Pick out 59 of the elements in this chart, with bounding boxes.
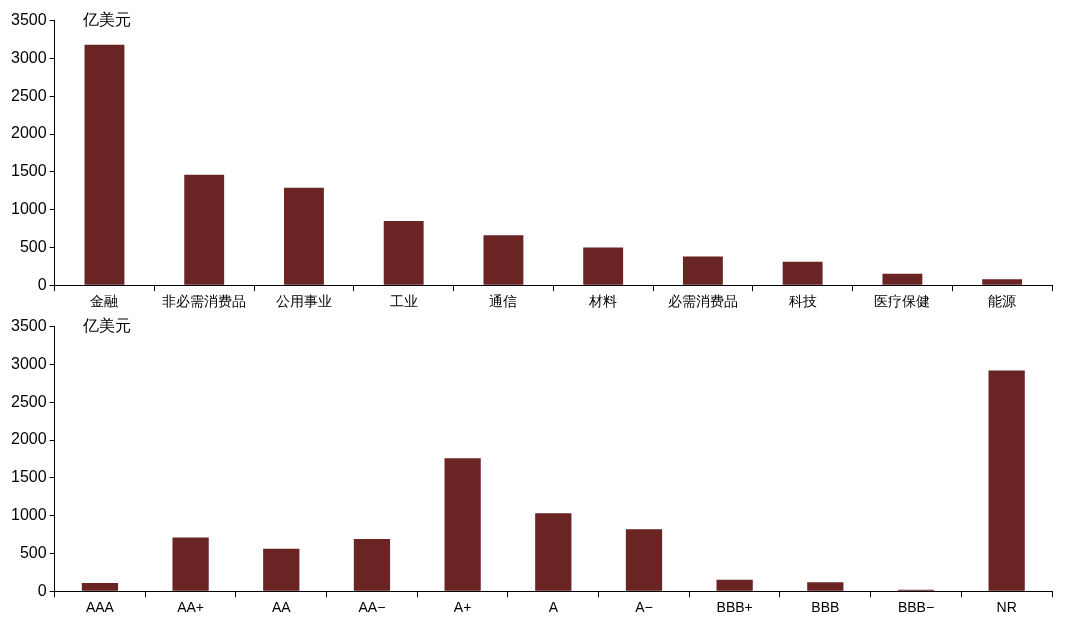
bar [483, 235, 524, 285]
bar [682, 256, 723, 285]
bar [988, 370, 1025, 591]
x-tick-label: 通信 [489, 293, 518, 310]
x-tick-label: 非必需消费品 [162, 293, 247, 310]
x-tick-label: AA [271, 599, 292, 616]
x-tick-label: 科技 [788, 293, 817, 310]
y-tick-label: 2500 [11, 86, 47, 104]
x-tick-label: 医疗保健 [874, 293, 931, 310]
x-tick-label: A+ [453, 599, 472, 616]
y-tick-label: 2500 [11, 392, 47, 410]
y-tick-label: 1500 [11, 468, 47, 486]
x-tick-label: 金融 [90, 293, 119, 310]
bar [184, 174, 225, 285]
bar [353, 539, 391, 591]
x-tick-label: 能源 [988, 293, 1017, 310]
x-tick-label: AA− [358, 599, 386, 616]
y-tick-label: 500 [19, 543, 47, 561]
x-tick-label: BBB+ [716, 599, 753, 616]
bar [383, 220, 424, 285]
x-tick-label: A− [635, 599, 653, 616]
bar [583, 247, 624, 285]
y-axis-title: 亿美元 [81, 11, 131, 29]
bar [716, 579, 753, 591]
x-tick-label: 公用事业 [275, 293, 332, 310]
bar [882, 273, 923, 285]
bar [982, 279, 1023, 285]
bar [172, 537, 209, 591]
y-tick-label: 3500 [11, 317, 47, 335]
bar [625, 529, 663, 591]
y-tick-label: 0 [37, 275, 47, 293]
x-tick-label: BBB [811, 599, 840, 616]
x-tick-label: AAA [85, 599, 115, 616]
y-tick-label: 3000 [11, 354, 47, 372]
x-tick-label: AA+ [177, 599, 205, 616]
x-tick-label: A [548, 599, 559, 616]
bar [444, 458, 481, 591]
y-tick-label: 1500 [11, 162, 47, 180]
bar [782, 261, 823, 285]
y-tick-label: 2000 [11, 430, 47, 448]
y-tick-label: 3500 [11, 11, 47, 29]
bar [263, 548, 300, 591]
bar [84, 44, 125, 285]
x-tick-label: 工业 [389, 293, 418, 310]
y-axis-title: 亿美元 [81, 317, 131, 335]
x-tick-label: BBB− [897, 599, 935, 616]
bar [535, 513, 572, 591]
x-tick-label: NR [996, 599, 1017, 616]
y-tick-label: 0 [37, 581, 47, 599]
y-tick-label: 1000 [11, 200, 47, 218]
bar [807, 582, 844, 591]
y-tick-label: 500 [19, 237, 47, 255]
x-tick-label: 材料 [588, 293, 618, 310]
bar [284, 187, 324, 285]
bar [81, 582, 119, 591]
x-tick-label: 必需消费品 [667, 293, 738, 310]
y-tick-label: 3000 [11, 48, 47, 66]
y-tick-label: 1000 [11, 506, 47, 524]
y-tick-label: 2000 [11, 124, 47, 142]
